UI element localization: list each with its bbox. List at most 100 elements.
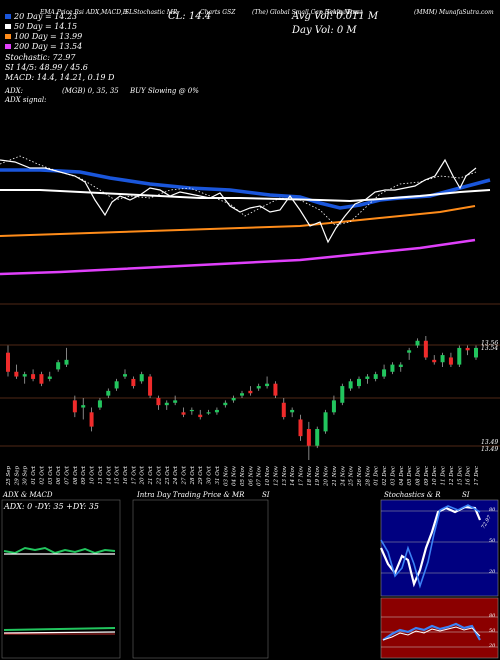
candle-body (14, 371, 19, 377)
macd-white-line (3, 631, 116, 634)
date-tick-label: 10 Dec (432, 466, 438, 486)
date-tick-label: 20 Nov (324, 465, 330, 487)
date-tick-label: 06 Oct (56, 465, 62, 484)
date-tick-label: 21 Nov (332, 465, 338, 487)
day-volume: Day Vol: 0 M (292, 25, 357, 36)
candle-body (398, 364, 403, 367)
date-tick-label: 04 Dec (399, 466, 405, 486)
date-tick-label: 15 Oct (115, 465, 121, 484)
stoch-blue-line (380, 504, 481, 589)
date-tick-label: 28 Nov (365, 465, 371, 487)
candle-body (198, 414, 203, 418)
header-ema: EMA Price Rsi ADX,MACD,B (40, 9, 128, 16)
ema-50-label: 50 Day = 14.15 (14, 22, 78, 31)
ema-100-label: 100 Day = 13.99 (14, 32, 83, 41)
date-tick-label: 17 Dec (474, 466, 480, 486)
candle-body (56, 362, 61, 370)
date-tick-label: 03 Dec (390, 466, 396, 486)
candle-body (273, 383, 278, 396)
candle-body (123, 374, 127, 377)
price-label-top2: 13.54 (481, 345, 499, 352)
adx-panel-title: ADX & MACD (3, 491, 53, 499)
price-label-bottom: 13.49 (481, 439, 499, 446)
intra-panel-box (132, 499, 269, 659)
adx-label: ADX: (5, 87, 24, 95)
date-tick-label: 27 Oct (182, 465, 188, 485)
date-tick-label: 02 Oct (39, 465, 45, 484)
close-price-line (0, 158, 477, 244)
adx-signal-label: ADX signal: (5, 96, 47, 104)
candle-body (106, 390, 111, 396)
candle-body (306, 429, 311, 446)
candle-body (240, 393, 244, 396)
ema-200-line (0, 238, 476, 276)
ema-100-swatch (5, 34, 11, 39)
date-tick-label: 29 Sep (14, 466, 20, 487)
candle-body (231, 398, 236, 401)
candle-body (189, 409, 194, 412)
header-tekla: Tekla Mtrs (326, 9, 359, 16)
candle-body (448, 357, 453, 365)
date-tick-label: 25 Sep (6, 466, 12, 487)
date-tick-label: 08 Dec (416, 466, 422, 486)
date-tick-label: 20 Oct (140, 465, 146, 485)
rsi-level-20: 20 (489, 643, 496, 649)
mgb-values: (MGB) 0, 35, 35 (62, 87, 119, 95)
date-tick-label: 18 Nov (307, 465, 313, 486)
candle-body (365, 376, 370, 379)
candle-body (47, 376, 52, 379)
avg-volume: Avg Vol: 0.011 M (292, 11, 379, 22)
date-tick-label: 13 Nov (282, 465, 288, 486)
ema-20-label: 20 Day = 14.23 (14, 12, 78, 21)
candle-body (407, 350, 412, 353)
candle-body (432, 359, 437, 363)
date-tick-label: 19 Nov (315, 465, 321, 486)
candle-body (6, 352, 10, 372)
date-tick-label: 04 Nov (232, 465, 238, 486)
date-tick-label: 11 Dec (441, 466, 447, 486)
candle-body (340, 386, 345, 403)
price-label-bottom2: 13.49 (481, 446, 499, 453)
stoch-level-50: 50 (489, 538, 496, 544)
candle-body (390, 364, 395, 372)
date-tick-label: 25 Nov (349, 465, 355, 487)
candle-body (248, 390, 253, 394)
date-tick-label: 30 Sep (23, 466, 29, 486)
candlestick-series (6, 336, 478, 460)
date-tick-label: 13 Oct (98, 465, 104, 484)
stochastic-dotted-line (0, 155, 477, 226)
candle-body (415, 340, 420, 346)
date-tick-label: 06 Nov (248, 465, 254, 486)
stoch-si-title: SI (462, 491, 470, 499)
candle-body (89, 412, 94, 427)
si-value: SI 14/5: 48.99 / 45.6 (5, 63, 88, 72)
candle-body (148, 376, 153, 396)
close-price: CL: 14.4 (168, 11, 212, 22)
candle-body (290, 409, 295, 413)
candle-body (81, 405, 86, 408)
date-tick-label: 24 Oct (173, 465, 179, 485)
candle-body (465, 347, 470, 351)
candle-body (164, 402, 169, 406)
candle-body (39, 374, 44, 384)
date-tick-label: 21 Oct (148, 465, 154, 485)
candle-body (206, 412, 211, 414)
date-tick-label: 28 Oct (190, 465, 196, 485)
date-tick-label: 08 Oct (73, 465, 79, 484)
date-tick-label: 09 Oct (81, 465, 87, 484)
candle-body (423, 340, 428, 358)
date-tick-label: 12 Nov (273, 465, 279, 486)
date-tick-label: 23 Oct (165, 465, 171, 485)
candle-body (173, 400, 178, 403)
candle-body (440, 355, 445, 363)
candle-body (72, 400, 77, 413)
rsi-level-80: 80 (489, 613, 496, 619)
ema-50-line (0, 189, 491, 203)
header-company: (The) Global Small Cap Equity Trust (252, 9, 363, 16)
candle-body (331, 400, 336, 413)
date-tick-label: 10 Oct (90, 465, 96, 484)
date-tick-label: 05 Dec (407, 466, 413, 486)
adx-green-line (3, 546, 116, 555)
candle-body (357, 378, 361, 387)
candle-body (181, 412, 186, 415)
